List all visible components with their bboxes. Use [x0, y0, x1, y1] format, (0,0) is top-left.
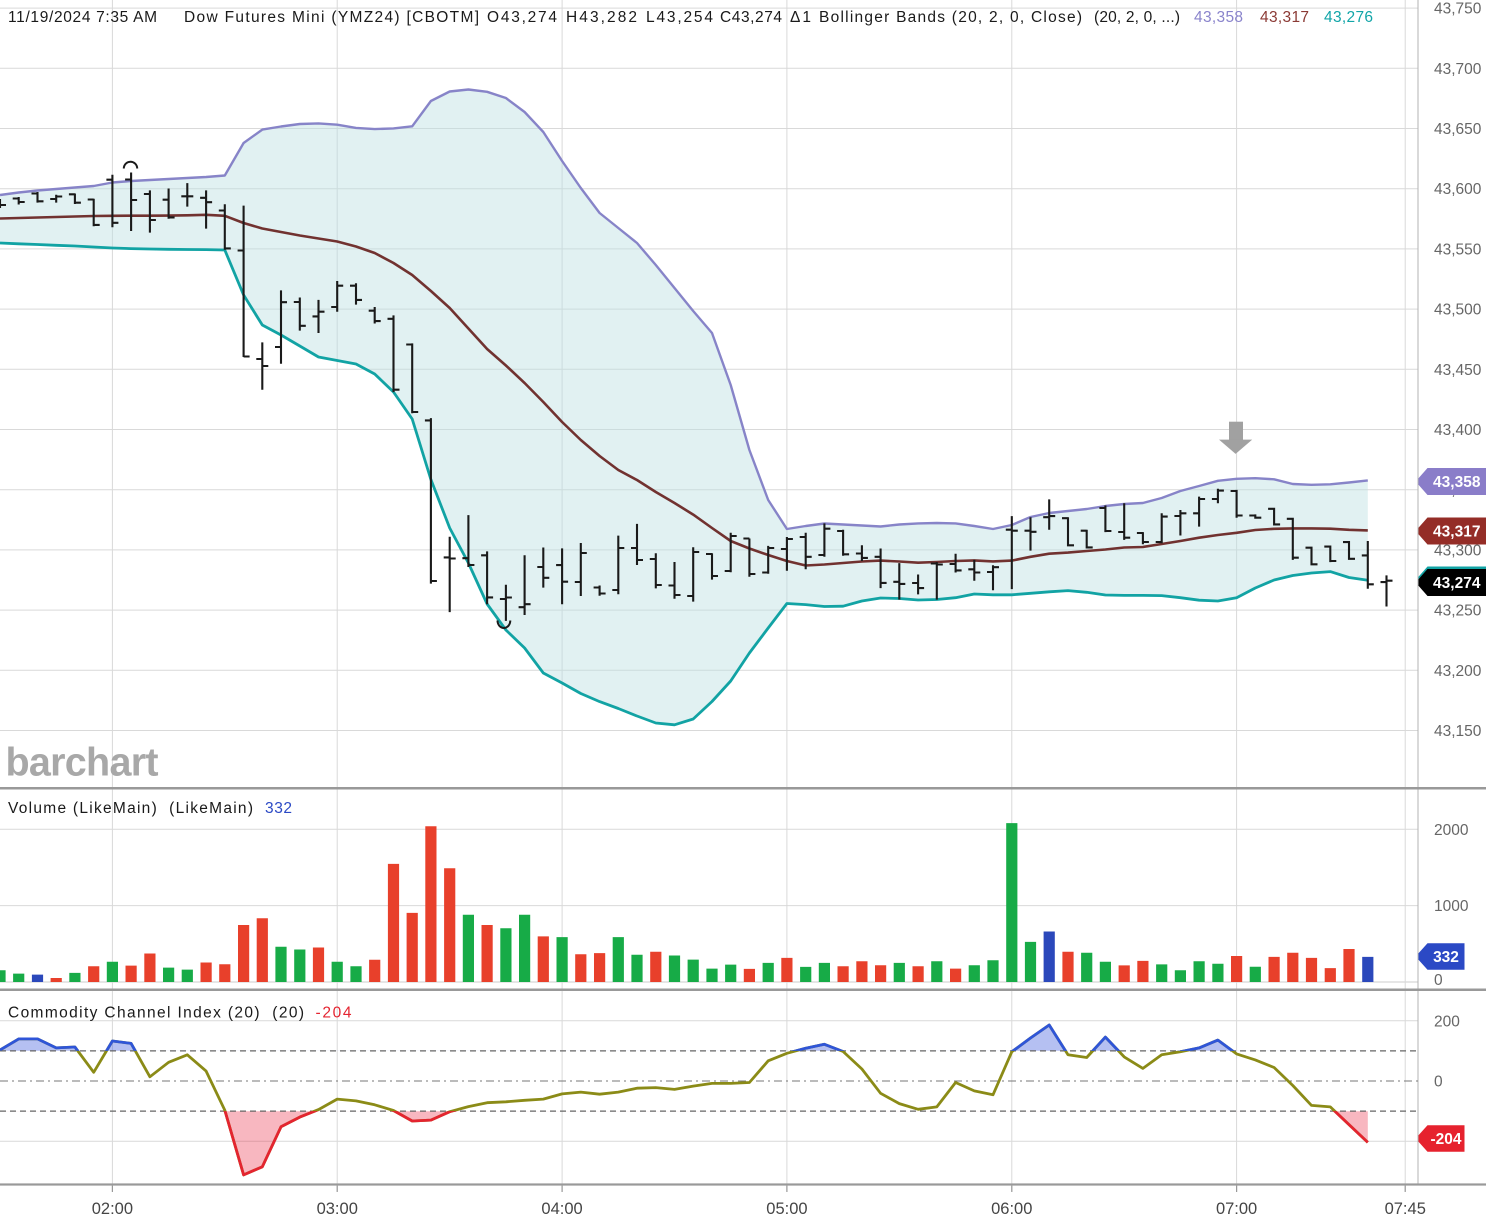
svg-text:(20, 2, 0, ...): (20, 2, 0, ...) — [1094, 9, 1180, 26]
svg-text:02:00: 02:00 — [92, 1200, 133, 1218]
svg-text:03:00: 03:00 — [317, 1200, 358, 1218]
svg-text:04:00: 04:00 — [541, 1200, 582, 1218]
svg-text:43,450: 43,450 — [1434, 362, 1482, 379]
svg-text:H43,282: H43,282 — [566, 9, 637, 26]
svg-text:43,500: 43,500 — [1434, 302, 1482, 319]
svg-text:11/19/2024 7:35 AM: 11/19/2024 7:35 AM — [8, 9, 157, 26]
svg-text:07:00: 07:00 — [1216, 1200, 1257, 1218]
svg-text:O43,274: O43,274 — [487, 9, 557, 26]
svg-text:-204: -204 — [1430, 1131, 1461, 1148]
svg-text:43,750: 43,750 — [1434, 1, 1482, 18]
svg-text:Dow Futures Mini (YMZ24) [CBOT: Dow Futures Mini (YMZ24) [CBOTM] — [184, 9, 479, 26]
svg-text:43,400: 43,400 — [1434, 422, 1482, 439]
svg-text:43,200: 43,200 — [1434, 663, 1482, 680]
svg-text:43,700: 43,700 — [1434, 61, 1482, 78]
svg-text:07:45: 07:45 — [1385, 1200, 1426, 1218]
svg-text:43,358: 43,358 — [1433, 474, 1481, 491]
svg-text:0: 0 — [1434, 1074, 1443, 1091]
svg-text:43,276: 43,276 — [1324, 9, 1373, 26]
svg-text:0: 0 — [1434, 972, 1443, 989]
svg-text:43,150: 43,150 — [1434, 723, 1482, 740]
svg-text:Bollinger Bands (20, 2, 0, Clo: Bollinger Bands (20, 2, 0, Close) — [819, 9, 1082, 26]
svg-text:2000: 2000 — [1434, 822, 1469, 839]
svg-text:-204: -204 — [316, 1005, 352, 1022]
svg-text:43,300: 43,300 — [1434, 542, 1482, 559]
svg-text:06:00: 06:00 — [991, 1200, 1032, 1218]
svg-text:05:00: 05:00 — [766, 1200, 807, 1218]
svg-text:43,650: 43,650 — [1434, 121, 1482, 138]
svg-text:43,600: 43,600 — [1434, 181, 1482, 198]
svg-text:43,317: 43,317 — [1433, 524, 1480, 541]
svg-text:43,358: 43,358 — [1194, 9, 1243, 26]
svg-text:L43,254: L43,254 — [646, 9, 713, 26]
svg-text:43,317: 43,317 — [1260, 9, 1309, 26]
svg-text:43,250: 43,250 — [1434, 603, 1482, 620]
svg-text:1000: 1000 — [1434, 898, 1469, 915]
svg-text:332: 332 — [1433, 949, 1459, 966]
svg-text:332: 332 — [265, 800, 292, 817]
svg-text:Volume (LikeMain) (LikeMain): Volume (LikeMain) (LikeMain) — [8, 800, 253, 817]
svg-text:C43,274: C43,274 — [720, 9, 782, 26]
svg-text:200: 200 — [1434, 1013, 1460, 1030]
svg-text:43,550: 43,550 — [1434, 241, 1482, 258]
svg-text:barchart: barchart — [6, 741, 159, 785]
svg-text:Commodity Channel Index (20): Commodity Channel Index (20) (20) — [8, 1005, 304, 1022]
svg-text:43,274: 43,274 — [1433, 575, 1481, 592]
